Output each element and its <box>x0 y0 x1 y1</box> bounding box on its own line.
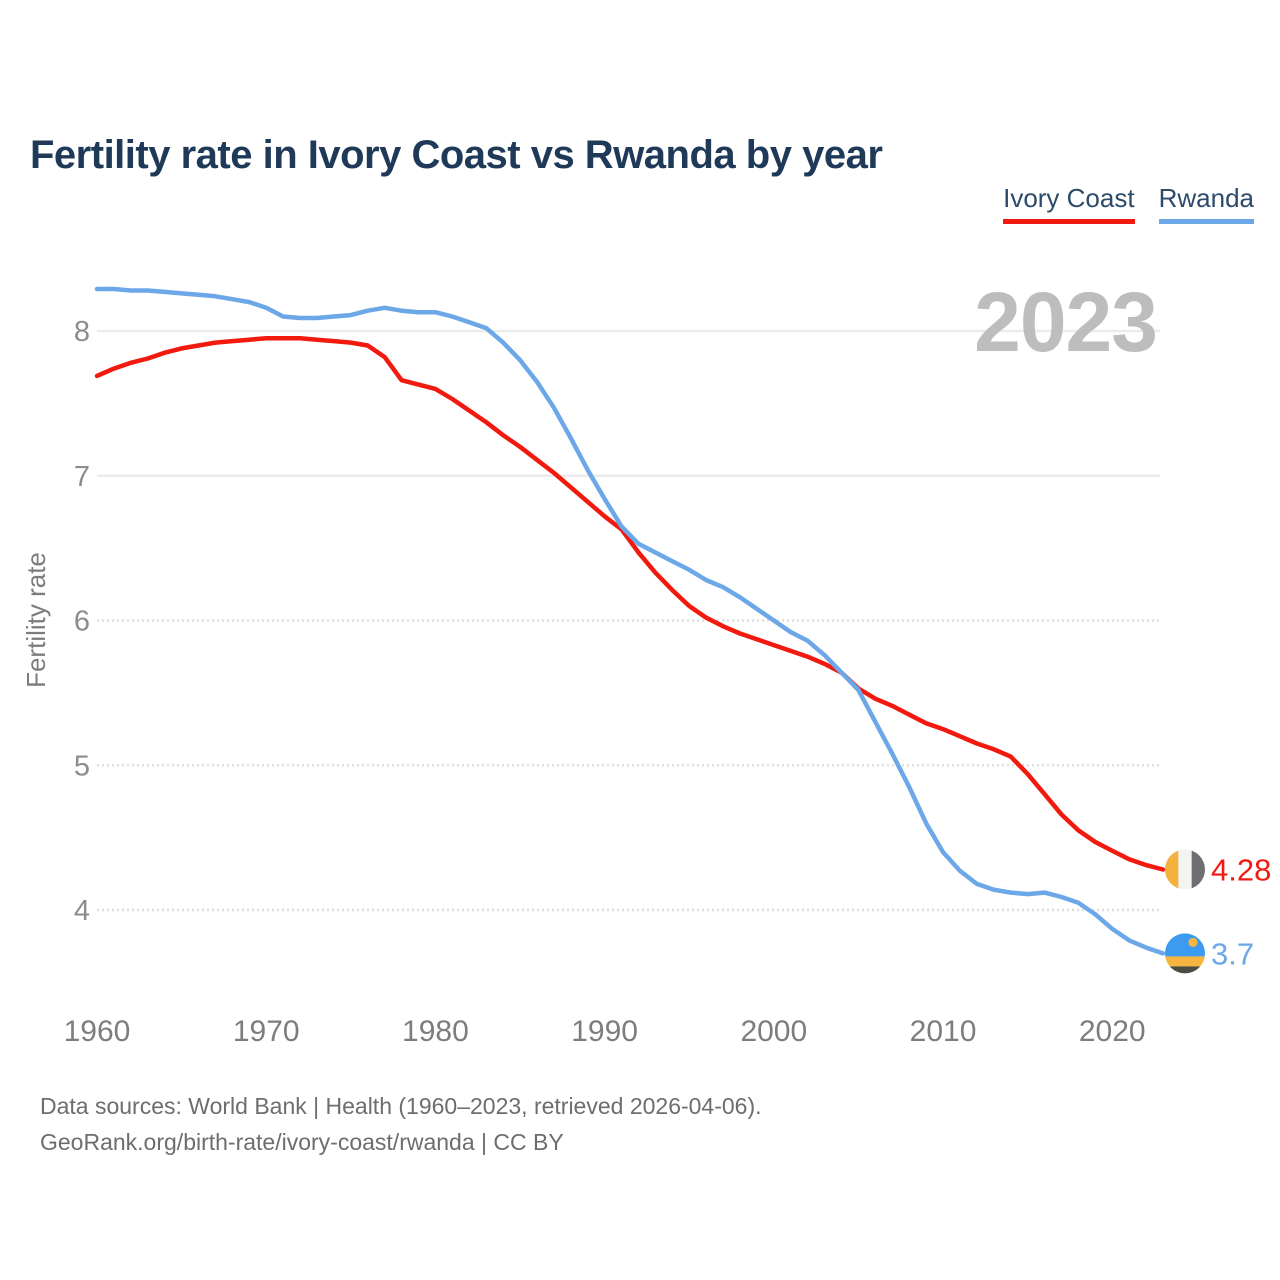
ivory-coast-flag-icon <box>1165 849 1205 890</box>
footer-source-line: Data sources: World Bank | Health (1960–… <box>40 1093 762 1119</box>
x-tick-1990: 1990 <box>571 1015 638 1048</box>
x-tick-2000: 2000 <box>740 1015 807 1048</box>
line-ivory-coast[interactable] <box>94 335 1166 872</box>
line-rwanda[interactable] <box>94 286 1166 956</box>
legend: Ivory Coast Rwanda <box>1003 183 1254 224</box>
legend-item-rwanda[interactable]: Rwanda <box>1158 183 1254 224</box>
y-tick-7: 7 <box>74 461 90 493</box>
y-axis-title: Fertility rate <box>21 552 51 688</box>
x-tick-1970: 1970 <box>233 1015 300 1048</box>
y-tick-5: 5 <box>74 750 90 782</box>
legend-item-ivory-coast[interactable]: Ivory Coast <box>1003 183 1135 224</box>
watermark-year: 2023 <box>974 275 1157 369</box>
end-value-rwanda: 3.7 <box>1211 936 1254 971</box>
x-tick-1960: 1960 <box>64 1015 131 1048</box>
footer-link-line: GeoRank.org/birth-rate/ivory-coast/rwand… <box>40 1129 564 1155</box>
y-tick-6: 6 <box>74 606 90 638</box>
x-tick-2010: 2010 <box>910 1015 977 1048</box>
rwanda-flag-icon <box>1165 933 1205 974</box>
y-tick-4: 4 <box>74 895 90 927</box>
footer: Data sources: World Bank | Health (1960–… <box>40 1088 762 1160</box>
x-tick-1980: 1980 <box>402 1015 469 1048</box>
end-value-ivory-coast: 4.28 <box>1211 852 1271 887</box>
chart-title: Fertility rate in Ivory Coast vs Rwanda … <box>30 132 883 177</box>
y-tick-8: 8 <box>74 316 90 348</box>
x-tick-2020: 2020 <box>1079 1015 1146 1048</box>
